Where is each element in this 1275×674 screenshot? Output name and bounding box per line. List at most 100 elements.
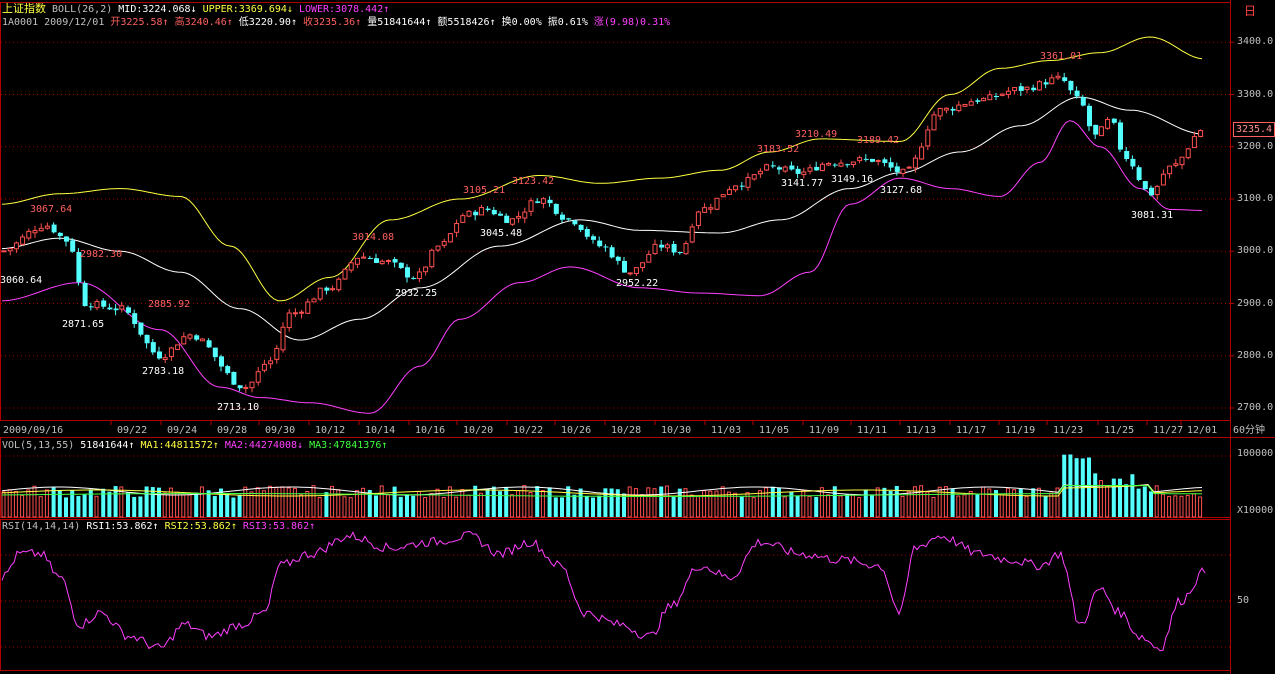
- price-annotation: 3060.64: [0, 275, 43, 286]
- vol-ma2: MA2:44274008↓: [224, 440, 304, 451]
- price-tick-label: 2800.0: [1237, 349, 1274, 361]
- volume-bar-up: [640, 494, 645, 518]
- candle-body-up: [13, 242, 19, 250]
- volume-bar-up: [429, 493, 434, 518]
- volume-bar-down: [138, 496, 143, 517]
- volume-bar-up: [168, 487, 173, 518]
- volume-bar-up: [981, 486, 986, 518]
- volume-bar-down: [237, 494, 242, 517]
- volume-bar-down: [547, 487, 552, 517]
- candle-body-up: [714, 197, 720, 210]
- candle-body-down: [1062, 77, 1068, 82]
- volume-bar-down: [212, 496, 217, 517]
- price-tick-label: 3000.0: [1237, 245, 1274, 257]
- candle-body-up: [956, 104, 962, 112]
- volume-bar-up: [931, 497, 936, 518]
- volume-bar-down: [770, 486, 775, 517]
- volume-bar-down: [51, 487, 56, 517]
- volume-bar-down: [1149, 491, 1153, 517]
- volume-bar-down: [485, 488, 490, 517]
- candle-body-down: [101, 300, 107, 307]
- candle-body-down: [591, 236, 596, 240]
- volume-bar-down: [64, 497, 68, 517]
- candle-body-up: [478, 207, 484, 216]
- candle-body-up: [305, 301, 311, 314]
- date-tick-label: 12/01: [1187, 425, 1218, 436]
- date-tick-label: 11/03: [711, 425, 742, 436]
- volume-bar-down: [845, 494, 850, 517]
- candle-body-up: [640, 262, 646, 269]
- candle-body-up: [454, 223, 460, 233]
- volume-bar-up: [652, 488, 657, 518]
- candle-body-down: [398, 262, 404, 268]
- candle-body-up: [689, 226, 695, 243]
- candle-body-up: [38, 227, 44, 232]
- candle-body-down: [219, 356, 224, 367]
- candle-body-up: [175, 344, 181, 350]
- candle-body-up: [168, 347, 174, 358]
- candle-body-up: [255, 371, 261, 383]
- volume-bar-down: [126, 492, 130, 517]
- date-tick-label: 10/30: [661, 425, 692, 436]
- candle-body-down: [504, 215, 510, 223]
- price-tick-label: 2900.0: [1237, 297, 1274, 309]
- candle-body-up: [261, 363, 267, 371]
- volume-bar-up: [460, 489, 465, 518]
- price-annotation: 2932.25: [395, 288, 438, 299]
- candle-body-down: [82, 283, 88, 307]
- price-annotation: 3189.42: [857, 135, 900, 146]
- volume-bar-up: [900, 495, 905, 518]
- candle-body-up: [243, 386, 249, 390]
- candle-body-up: [361, 256, 367, 259]
- candle-body-down: [795, 168, 801, 174]
- vol-axis-top: 100000: [1237, 448, 1274, 459]
- price-annotation: 3014.08: [352, 232, 395, 243]
- volume-bar-up: [280, 486, 285, 518]
- candle-body-up: [875, 160, 881, 163]
- candle-body-up: [94, 301, 100, 309]
- volume-bar-up: [1098, 480, 1103, 518]
- volume-bar-up: [801, 489, 806, 518]
- candle-body-up: [187, 334, 193, 339]
- volume-bar-down: [107, 491, 112, 517]
- date-tick-label: 10/20: [463, 425, 494, 436]
- candle-body-up: [181, 336, 187, 345]
- close-value: 收3235.36↑: [303, 17, 362, 28]
- period-label[interactable]: 60分钟: [1233, 425, 1266, 436]
- candle-body-up: [522, 211, 528, 219]
- price-annotation: 2885.92: [148, 299, 191, 310]
- period-day-icon[interactable]: 日: [1244, 4, 1257, 18]
- candle-body-down: [51, 224, 57, 233]
- candle-body-up: [429, 249, 435, 268]
- volume-bar-down: [950, 488, 955, 517]
- boll-mid-value: MID:3224.068↓: [118, 4, 197, 15]
- volume-bar-up: [633, 488, 638, 518]
- volume-bar-up: [1105, 485, 1110, 518]
- candle-body-down: [1068, 80, 1074, 91]
- candle-body-up: [286, 312, 292, 329]
- volume-bar-up: [968, 490, 973, 518]
- volume-bar-down: [473, 485, 478, 517]
- volume-bar-down: [57, 490, 62, 517]
- rsi-header: RSI(14,14,14) RSI1:53.862↑ RSI2:53.862↑ …: [2, 521, 315, 533]
- rsi-line: [1, 530, 1206, 652]
- candle-body-up: [987, 94, 993, 101]
- boll-lower-line: [1, 120, 1203, 414]
- candle-body-down: [789, 165, 795, 170]
- candle-body-down: [888, 162, 894, 168]
- candle-body-down: [132, 313, 138, 324]
- volume-bar-up: [175, 491, 180, 518]
- date-tick-label: 10/22: [513, 425, 544, 436]
- candle-body-down: [603, 246, 609, 248]
- volume-bar-up: [999, 494, 1004, 518]
- volume-bar-up: [857, 497, 862, 518]
- volume-bar-up: [249, 491, 254, 518]
- candle-body-down: [894, 166, 900, 172]
- candle-body-down: [560, 214, 565, 220]
- candle-body-up: [1154, 185, 1160, 196]
- volume-bar-up: [1, 491, 6, 518]
- volume-bar-up: [38, 496, 43, 518]
- candle-body-up: [807, 167, 813, 172]
- price-annotation: 3210.49: [795, 129, 838, 140]
